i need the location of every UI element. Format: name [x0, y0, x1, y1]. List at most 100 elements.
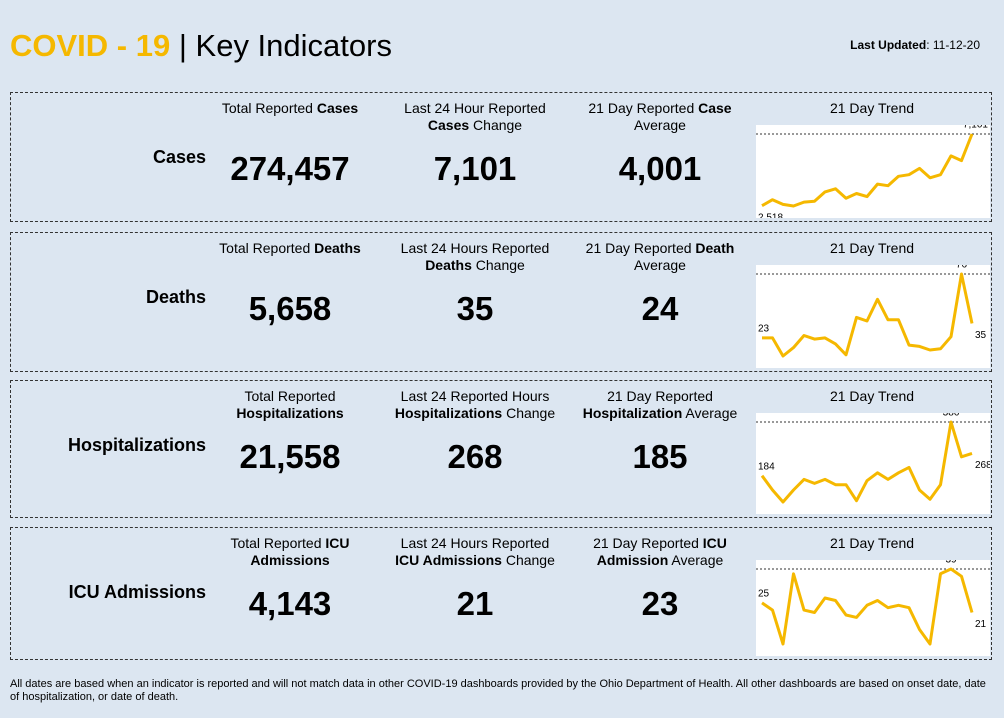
- metric-title-part: ICU Admissions: [395, 552, 502, 568]
- metric-value: 4,143: [248, 585, 332, 622]
- metric-title: Total Reported Cases: [195, 100, 385, 117]
- metric-title-line: ICU Admissions Change: [380, 552, 570, 569]
- metric-title-line: 21 Day Reported: [565, 388, 755, 405]
- metric-title: Last 24 Hour Reported Cases Change: [380, 100, 570, 134]
- metric-title-part: ICU: [325, 535, 350, 551]
- title-highlight: COVID - 19: [10, 28, 171, 63]
- trend-title: 21 Day Trend: [829, 240, 915, 256]
- metric-title-part: Deaths: [314, 240, 361, 256]
- trend-title: 21 Day Trend: [829, 535, 915, 551]
- row-label: Hospitalizations: [67, 435, 206, 455]
- metric-title-part: Total Reported: [221, 100, 317, 116]
- metric-title-line: Hospitalization Average: [565, 405, 755, 422]
- indicator-panel: [10, 92, 992, 222]
- metric-title-part: Last 24 Hours Reported: [400, 240, 550, 256]
- metric-value: 35: [456, 290, 494, 327]
- metric-title-part: Change: [502, 405, 556, 421]
- metric-title-part: Change: [469, 117, 523, 133]
- metric-title-part: 21 Day Reported: [588, 100, 699, 116]
- metric-title-part: Last 24 Hours Reported: [400, 535, 550, 551]
- indicator-panel: [10, 232, 992, 372]
- metric-title: Total Reported ICU Admissions: [195, 535, 385, 569]
- metric-title: Last 24 Hours Reported Deaths Change: [380, 240, 570, 274]
- metric-title-line: Total Reported: [195, 388, 385, 405]
- metric-title: Total Reported Hospitalizations: [195, 388, 385, 422]
- metric-value: 185: [632, 438, 688, 475]
- metric-title-line: Average: [565, 257, 755, 274]
- metric-title-line: Average: [565, 117, 755, 134]
- metric-title-part: 21 Day Reported: [593, 535, 703, 551]
- trend-chart: 184 386 268: [756, 413, 990, 514]
- metric-value: 268: [447, 438, 503, 475]
- metric-title: Total Reported Deaths: [195, 240, 385, 257]
- trend-chart: 25 39 21: [756, 560, 990, 656]
- trend-line: [761, 567, 974, 646]
- metric-value: 21,558: [239, 438, 341, 475]
- trend-line: [761, 133, 974, 208]
- metric-value: 24: [641, 290, 679, 327]
- metric-title-line: Hospitalizations: [195, 405, 385, 422]
- trend-line: [760, 420, 973, 504]
- metric-title-line: 21 Day Reported ICU: [565, 535, 755, 552]
- metric-title-line: Cases Change: [380, 117, 570, 134]
- metric-title-line: Total Reported Deaths: [195, 240, 385, 257]
- trend-value-label: 35: [975, 330, 987, 341]
- metric-title-part: Change: [471, 257, 525, 273]
- metric-value: 23: [641, 585, 679, 622]
- metric-title-part: 21 Day Reported: [585, 240, 696, 256]
- metric-title-part: Last 24 Hour Reported: [404, 100, 546, 116]
- title-separator: |: [178, 28, 187, 63]
- metric-title-line: Admission Average: [565, 552, 755, 569]
- metric-value: 7,101: [433, 150, 517, 187]
- trend-chart: 23 76 35: [756, 265, 990, 368]
- metric-title-part: Total Reported: [219, 240, 315, 256]
- trend-value-label: 2,518: [758, 212, 783, 218]
- row-label: Deaths: [145, 287, 206, 307]
- row-label: ICU Admissions: [68, 582, 206, 602]
- indicator-panel: [10, 527, 992, 660]
- metric-title-part: Average: [668, 552, 724, 568]
- trend-value-label: 268: [975, 460, 990, 471]
- metric-title-part: ICU: [702, 535, 727, 551]
- metric-title-part: Hospitalization: [582, 405, 683, 421]
- metric-title-part: Hospitalizations: [236, 405, 344, 421]
- trend-value-label: 23: [758, 324, 770, 335]
- page-title: COVID - 19 | Key Indicators: [10, 28, 392, 64]
- trend-title: 21 Day Trend: [829, 388, 915, 404]
- trend-value-label: 39: [945, 560, 957, 566]
- metric-title-part: Admissions: [250, 552, 330, 568]
- metric-title-part: Cases: [316, 100, 359, 116]
- metric-title-part: Average: [634, 257, 686, 273]
- metric-title: 21 Day Reported Death Average: [565, 240, 755, 274]
- indicator-panel: [10, 380, 992, 518]
- title-text: Key Indicators: [195, 28, 392, 63]
- metric-title-line: 21 Day Reported Death: [565, 240, 755, 257]
- metric-title-part: Admission: [596, 552, 669, 568]
- metric-title-line: Admissions: [195, 552, 385, 569]
- metric-title-part: Case: [698, 100, 732, 116]
- metric-title-line: Deaths Change: [380, 257, 570, 274]
- updated-date: : 11-12-20: [926, 38, 980, 52]
- metric-title-line: Total Reported Cases: [195, 100, 385, 117]
- metric-title-part: Cases: [427, 117, 470, 133]
- trend-value-label: 25: [758, 589, 770, 600]
- metric-title-part: Death: [695, 240, 735, 256]
- metric-title-part: Average: [682, 405, 738, 421]
- metric-title-line: Last 24 Hours Reported: [380, 535, 570, 552]
- metric-title-part: Last 24 Reported Hours: [400, 388, 550, 404]
- metric-title-line: Last 24 Reported Hours: [380, 388, 570, 405]
- updated-label: Last Updated: [850, 38, 927, 52]
- trend-chart: 2,518 7,101: [756, 125, 990, 218]
- metric-title-line: Last 24 Hours Reported: [380, 240, 570, 257]
- metric-value: 21: [456, 585, 494, 622]
- trend-title: 21 Day Trend: [829, 100, 915, 116]
- metric-value: 4,001: [618, 150, 702, 187]
- metric-title: 21 Day Reported ICU Admission Average: [565, 535, 755, 569]
- metric-title-part: Change: [501, 552, 555, 568]
- metric-title: Last 24 Hours Reported ICU Admissions Cha…: [380, 535, 570, 569]
- trend-value-label: 386: [943, 413, 960, 419]
- metric-value: 5,658: [248, 290, 332, 327]
- trend-value-label: 21: [975, 619, 987, 630]
- metric-title-part: Hospitalizations: [394, 405, 503, 421]
